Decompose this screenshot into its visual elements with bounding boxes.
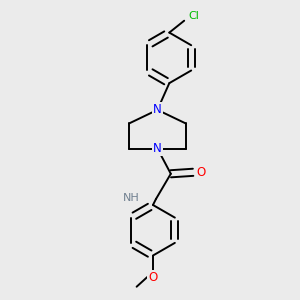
Text: O: O [197, 166, 206, 179]
Text: O: O [148, 271, 158, 284]
Text: NH: NH [123, 193, 140, 202]
Text: N: N [153, 142, 162, 155]
Text: Cl: Cl [188, 11, 199, 21]
Text: N: N [153, 103, 162, 116]
